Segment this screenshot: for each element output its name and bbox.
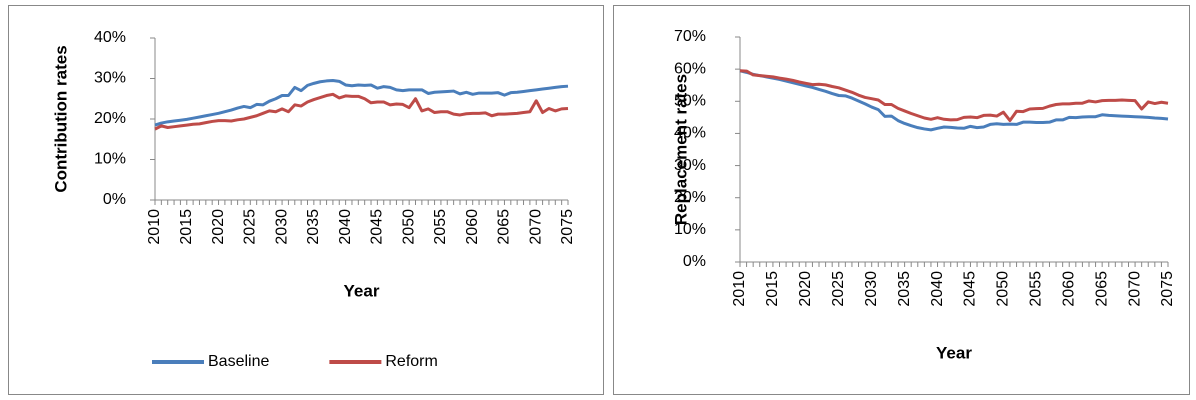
x-axis-title: Year bbox=[344, 281, 380, 300]
y-tick-label: 20% bbox=[674, 189, 706, 206]
x-tick-label: 2050 bbox=[995, 271, 1012, 307]
x-tick-label: 2010 bbox=[146, 209, 163, 245]
x-tick-label: 2060 bbox=[1060, 271, 1077, 307]
y-tick-label: 40% bbox=[94, 29, 126, 46]
x-tick-label: 2055 bbox=[1028, 271, 1045, 307]
x-tick-label: 2065 bbox=[1093, 271, 1110, 307]
y-tick-label: 0% bbox=[103, 191, 126, 208]
x-tick-label: 2015 bbox=[764, 271, 781, 307]
x-tick-label: 2035 bbox=[305, 209, 322, 245]
x-tick-label: 2025 bbox=[242, 209, 259, 245]
x-tick-label: 2030 bbox=[273, 209, 290, 245]
y-tick-label: 60% bbox=[674, 60, 706, 77]
legend-label: Baseline bbox=[208, 353, 269, 370]
x-tick-label: 2045 bbox=[369, 209, 386, 245]
y-tick-label: 0% bbox=[683, 253, 706, 270]
x-tick-label: 2020 bbox=[210, 209, 227, 245]
x-tick-label: 2015 bbox=[178, 209, 195, 245]
x-tick-label: 2070 bbox=[527, 209, 544, 245]
x-tick-label: 2075 bbox=[559, 209, 576, 245]
series-line bbox=[154, 79, 569, 127]
y-axis-title: Replacement rates bbox=[671, 74, 690, 225]
series-line bbox=[154, 92, 569, 131]
x-tick-label: 2010 bbox=[731, 271, 748, 307]
y-tick-label: 30% bbox=[94, 70, 126, 87]
x-tick-label: 2020 bbox=[797, 271, 814, 307]
x-tick-label: 2045 bbox=[962, 271, 979, 307]
y-tick-label: 70% bbox=[674, 28, 706, 45]
x-tick-label: 2055 bbox=[432, 209, 449, 245]
panel-frame bbox=[613, 5, 1190, 395]
x-tick-label: 2025 bbox=[830, 271, 847, 307]
y-tick-label: 10% bbox=[94, 151, 126, 168]
panel-frame bbox=[8, 5, 604, 395]
x-tick-label: 2040 bbox=[337, 209, 354, 245]
x-tick-label: 2050 bbox=[400, 209, 417, 245]
x-tick-label: 2065 bbox=[496, 209, 513, 245]
y-tick-label: 50% bbox=[674, 93, 706, 110]
series-line bbox=[739, 69, 1169, 123]
x-tick-label: 2030 bbox=[863, 271, 880, 307]
y-tick-label: 40% bbox=[674, 125, 706, 142]
x-tick-label: 2060 bbox=[464, 209, 481, 245]
x-tick-label: 2075 bbox=[1159, 271, 1176, 307]
y-tick-label: 20% bbox=[94, 110, 126, 127]
x-tick-label: 2040 bbox=[929, 271, 946, 307]
y-tick-label: 30% bbox=[674, 157, 706, 174]
x-axis-title: Year bbox=[936, 343, 972, 362]
series-line bbox=[739, 69, 1169, 132]
legend-label: Reform bbox=[385, 353, 437, 370]
x-tick-label: 2070 bbox=[1126, 271, 1143, 307]
y-axis-title: Contribution rates bbox=[51, 45, 70, 192]
x-tick-label: 2035 bbox=[896, 271, 913, 307]
y-tick-label: 10% bbox=[674, 221, 706, 238]
